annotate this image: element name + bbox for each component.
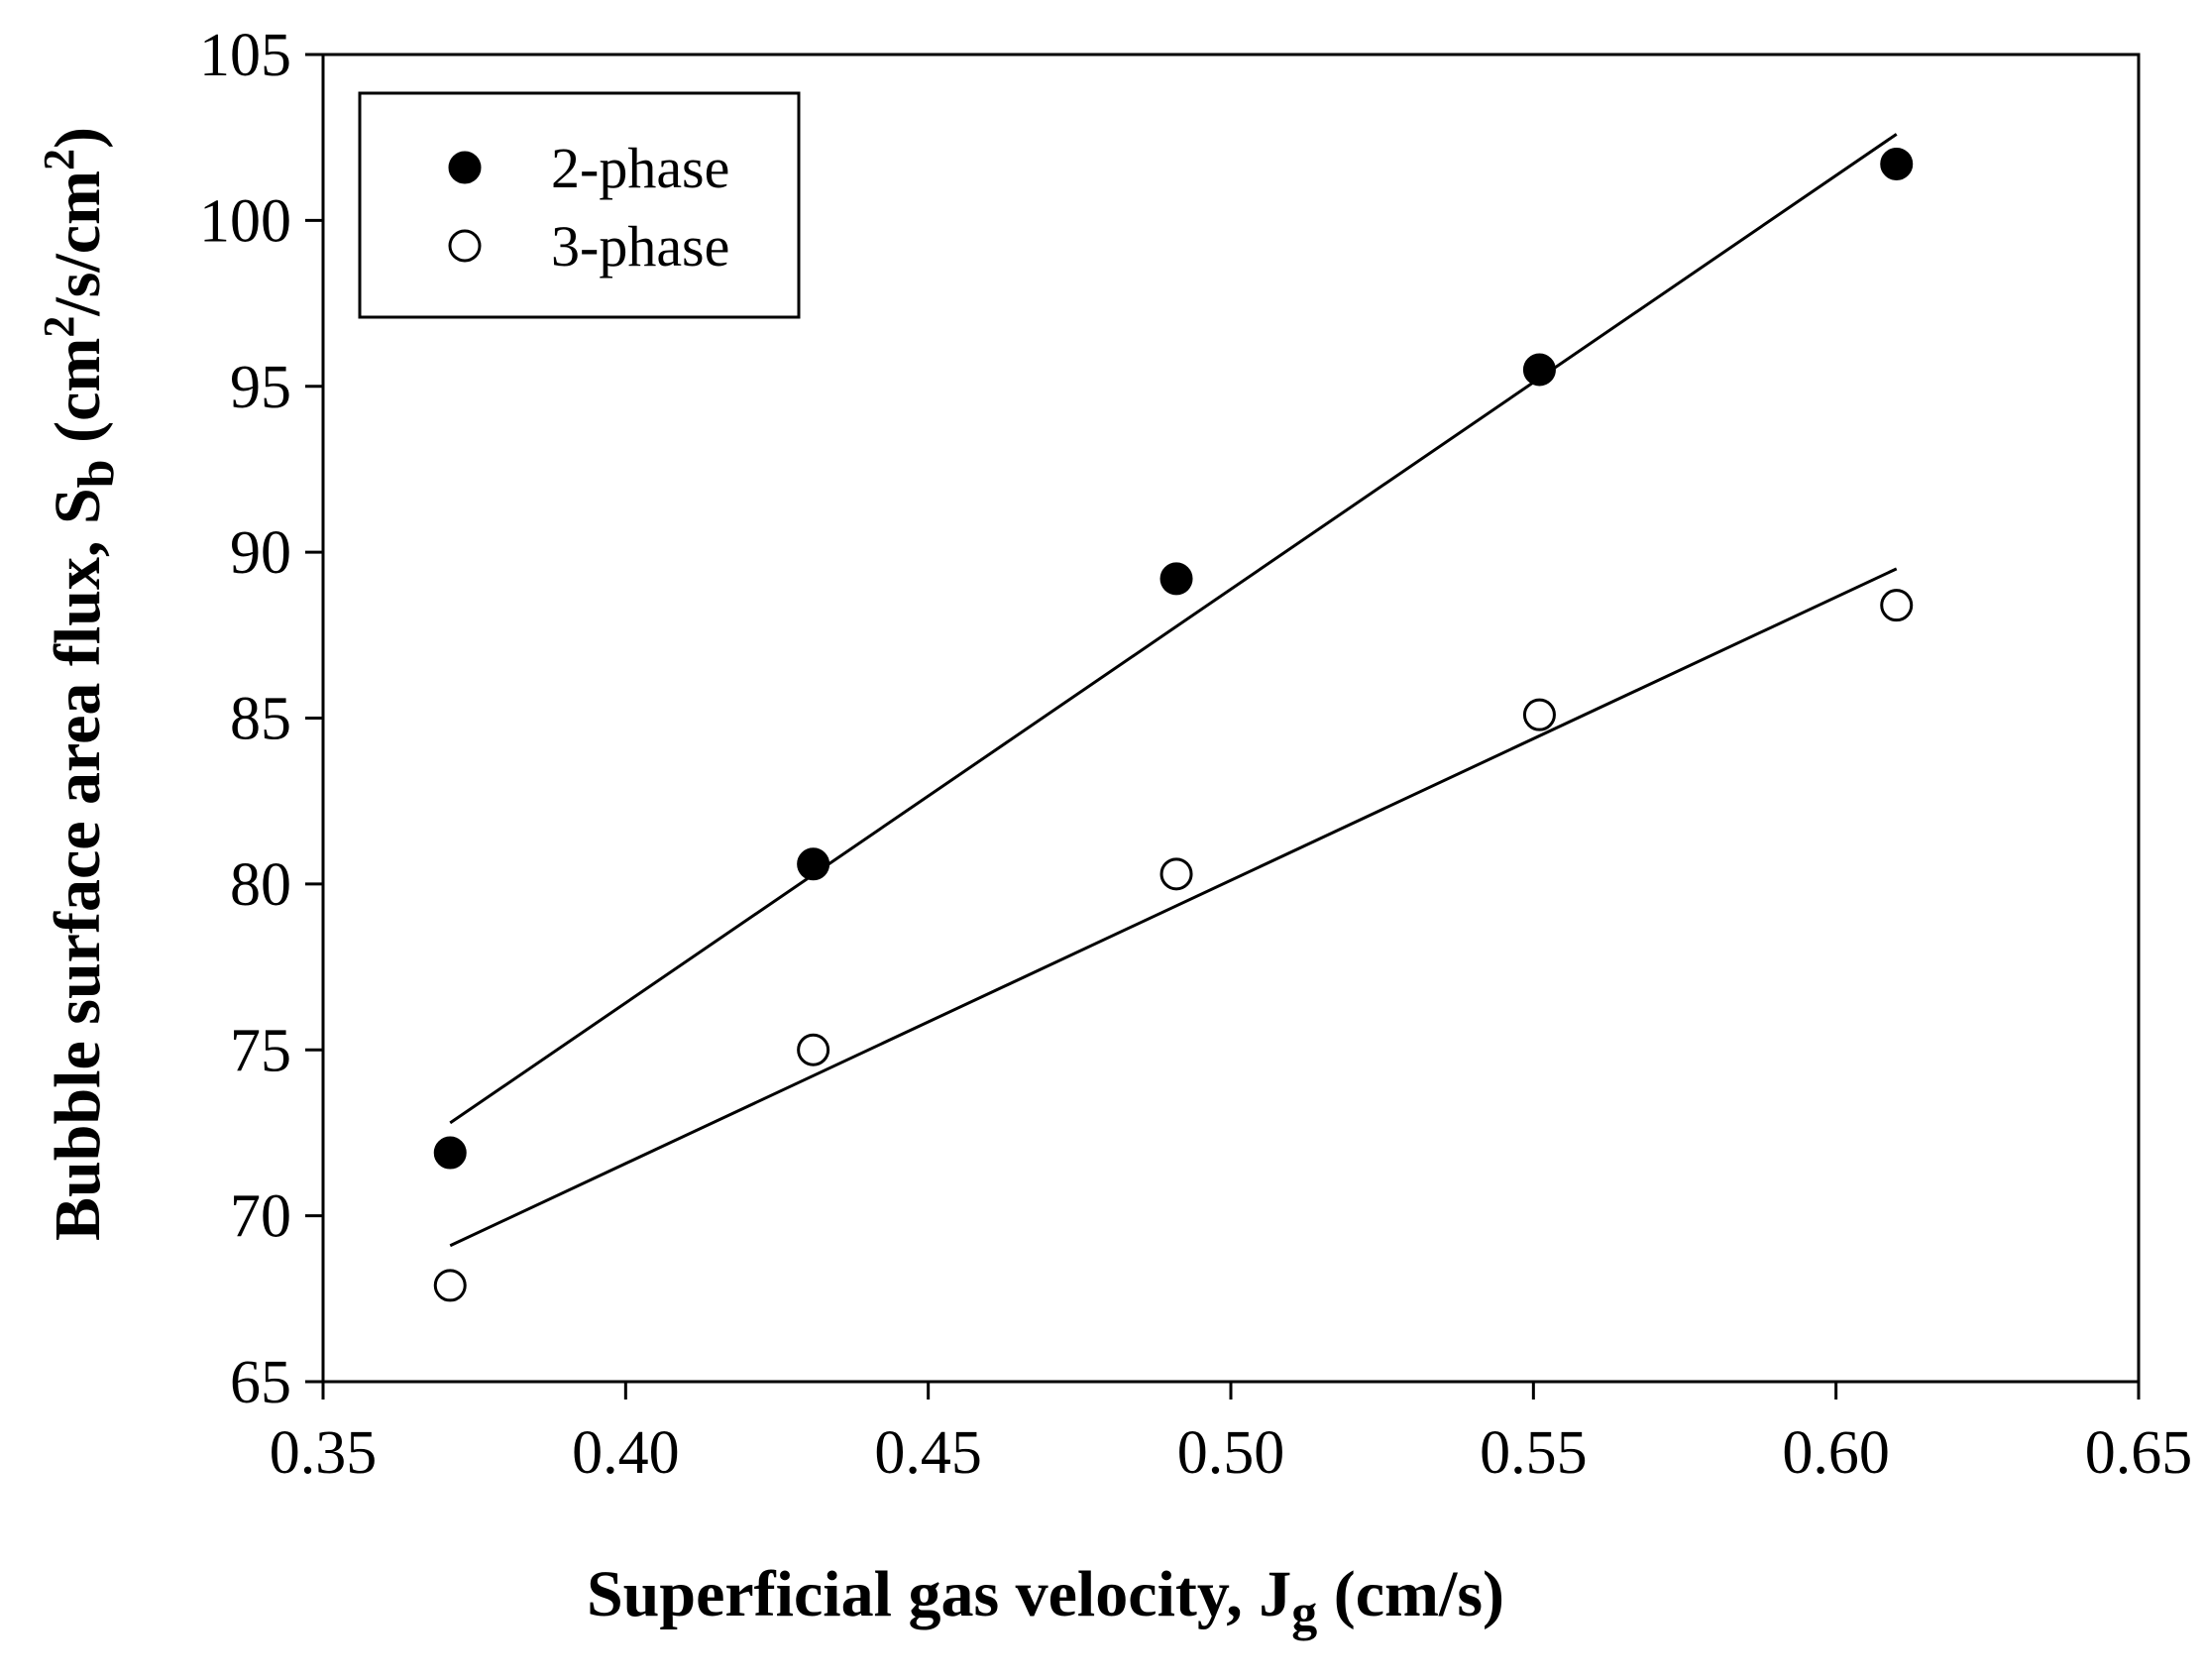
- point-3-phase: [797, 1033, 830, 1066]
- point-3-phase: [433, 1269, 467, 1302]
- fit-line-2-phase: [449, 133, 1898, 1125]
- point-2-phase: [1880, 147, 1914, 180]
- x-tick-label: 0.35: [270, 1419, 378, 1487]
- fit-line-3-phase: [449, 567, 1898, 1248]
- y-tick-label: 65: [230, 1349, 291, 1416]
- point-2-phase: [433, 1136, 467, 1170]
- y-tick-label: 95: [230, 354, 291, 421]
- x-tick-label: 0.65: [2085, 1419, 2193, 1487]
- legend: 2-phase 3-phase: [358, 91, 801, 319]
- legend-marker-2-phase: [448, 151, 482, 184]
- legend-box: [358, 91, 801, 319]
- x-tick-label: 0.45: [874, 1419, 982, 1487]
- fit-lines: [449, 133, 1898, 1248]
- y-axis: 65 70 75 80 85 90 95 100 105: [199, 22, 323, 1416]
- point-2-phase: [1159, 562, 1193, 596]
- point-2-phase: [797, 847, 830, 881]
- x-axis-title: Superficial gas velocity, Jg (cm/s): [587, 1558, 1504, 1641]
- y-tick-label: 70: [230, 1183, 291, 1251]
- point-3-phase: [1880, 589, 1914, 622]
- legend-marker-3-phase: [448, 229, 482, 263]
- y-tick-label: 105: [199, 22, 291, 89]
- legend-label-2-phase: 2-phase: [551, 136, 729, 200]
- data-points: [433, 147, 1914, 1302]
- point-3-phase: [1159, 857, 1193, 891]
- point-2-phase: [1522, 353, 1556, 387]
- y-tick-label: 100: [199, 187, 291, 255]
- y-tick-label: 90: [230, 519, 291, 587]
- y-axis-title: Bubble surface area flux, Sb (cm2/s/cm2): [35, 127, 125, 1241]
- x-axis: 0.35 0.40 0.45 0.50 0.55 0.60 0.65: [270, 1382, 2193, 1487]
- x-tick-label: 0.60: [1782, 1419, 1890, 1487]
- x-tick-label: 0.40: [572, 1419, 680, 1487]
- legend-label-3-phase: 3-phase: [551, 214, 729, 279]
- point-3-phase: [1522, 698, 1556, 731]
- y-tick-label: 75: [230, 1017, 291, 1084]
- x-tick-label: 0.55: [1480, 1419, 1588, 1487]
- y-tick-label: 85: [230, 686, 291, 753]
- x-tick-label: 0.50: [1177, 1419, 1285, 1487]
- y-tick-label: 80: [230, 851, 291, 919]
